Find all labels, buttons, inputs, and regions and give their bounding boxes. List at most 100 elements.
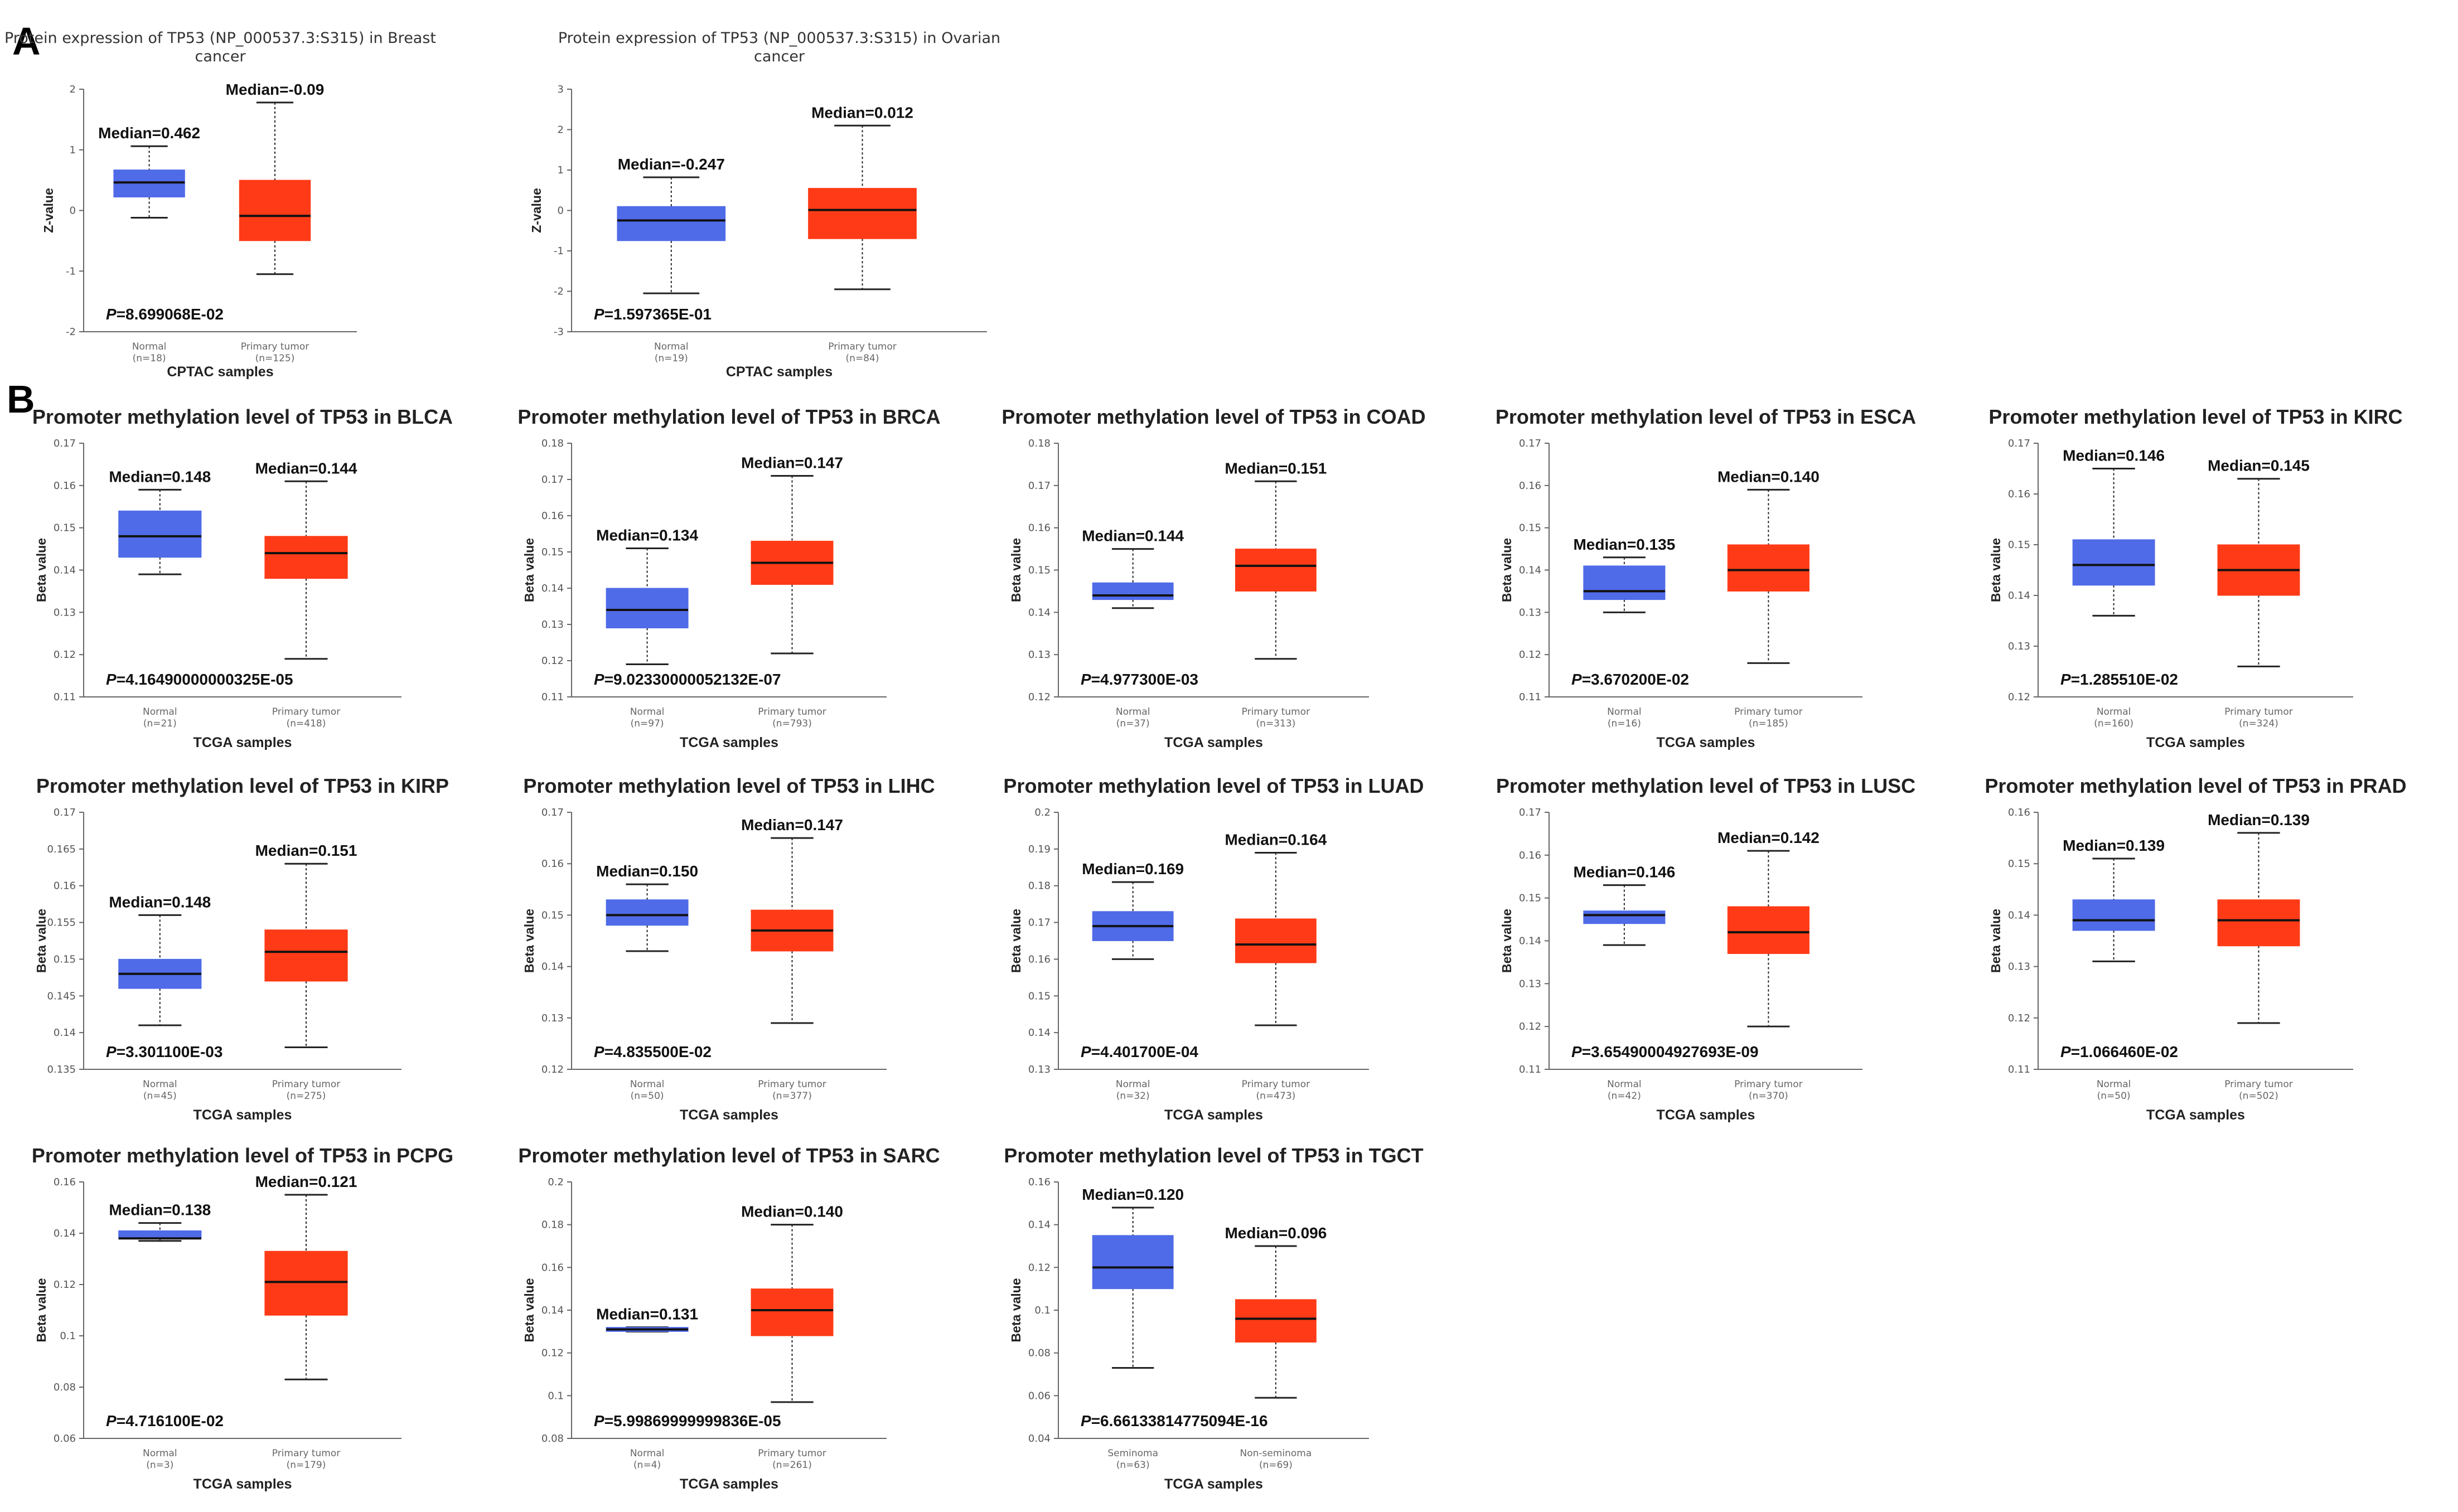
- y-tick-label: 0.13: [2008, 961, 2030, 973]
- category-count: (n=125): [255, 353, 295, 364]
- chart-9: Promoter methylation level of TP53 in LI…: [522, 774, 935, 1123]
- median-label: Median=0.144: [255, 459, 357, 477]
- x-axis-label: TCGA samples: [2146, 735, 2245, 750]
- median-label: Median=0.139: [2063, 837, 2165, 854]
- category-label: Normal: [654, 341, 689, 352]
- y-tick-label: -2: [554, 286, 564, 298]
- chart-15: Promoter methylation level of TP53 in TG…: [1004, 1144, 1423, 1492]
- y-tick-label: 0.14: [1028, 607, 1051, 618]
- box: [617, 206, 726, 241]
- chart-7: Promoter methylation level of TP53 in KI…: [1988, 405, 2403, 750]
- median-label: Median=0.146: [2063, 447, 2165, 464]
- p-value-label: P=3.301100E-03: [106, 1043, 222, 1060]
- box: [2072, 539, 2155, 586]
- median-label: Median=0.139: [2208, 811, 2310, 828]
- category-label: Normal: [1607, 706, 1642, 718]
- y-tick-label: 0.16: [54, 1176, 76, 1188]
- median-label: Median=-0.09: [226, 81, 325, 98]
- y-axis-label: Beta value: [1988, 909, 2003, 973]
- y-tick-label: 0.14: [1519, 936, 1541, 947]
- category-label: Normal: [1116, 706, 1150, 718]
- box: [606, 588, 689, 628]
- box: [264, 536, 348, 579]
- x-axis-label: TCGA samples: [1164, 735, 1263, 750]
- median-label: Median=0.140: [1717, 468, 1820, 485]
- y-tick-label: 0.12: [54, 1279, 76, 1291]
- y-tick-label: 0.135: [47, 1064, 76, 1075]
- series-normal: Median=0.138 Normal(n=3): [109, 1201, 211, 1471]
- series-tumor: Median=0.144 Primary tumor(n=418): [255, 459, 357, 729]
- median-label: Median=0.121: [255, 1173, 357, 1190]
- y-tick-label: 0.12: [2008, 691, 2030, 703]
- y-tick-label: 0.11: [2008, 1064, 2030, 1075]
- y-axis-label: Beta value: [1988, 538, 2003, 602]
- y-tick-label: 0.16: [2008, 488, 2030, 500]
- y-tick-label: 0.16: [54, 880, 76, 892]
- chart-11: Promoter methylation level of TP53 in LU…: [1496, 774, 1915, 1123]
- y-tick-label: 0.11: [1519, 691, 1541, 703]
- category-count: (n=377): [772, 1091, 812, 1102]
- y-tick-label: 0.1: [1034, 1305, 1051, 1316]
- series-tumor: Median=0.096 Non-seminoma(n=69): [1225, 1224, 1327, 1471]
- median-label: Median=0.147: [741, 454, 843, 472]
- chart-title: Protein expression of TP53 (NP_000537.3:…: [558, 30, 1000, 47]
- x-axis-label: TCGA samples: [1164, 1476, 1263, 1492]
- chart-title: Promoter methylation level of TP53 in BL…: [32, 405, 453, 428]
- y-tick-label: 0.16: [1519, 480, 1541, 492]
- category-count: (n=50): [2097, 1091, 2131, 1102]
- series-tumor: Median=-0.09 Primary tumor(n=125): [226, 81, 325, 364]
- y-tick-label: 0.14: [1028, 1027, 1051, 1039]
- category-label: Primary tumor: [828, 341, 897, 352]
- category-count: (n=63): [1116, 1460, 1150, 1471]
- series-tumor: Median=0.151 Primary tumor(n=313): [1225, 459, 1327, 729]
- median-label: Median=0.146: [1573, 864, 1675, 881]
- y-tick-label: 0.19: [1028, 844, 1051, 855]
- x-axis-label: TCGA samples: [193, 735, 292, 750]
- y-tick-label: 0.15: [1519, 522, 1541, 534]
- y-tick-label: 0.13: [54, 607, 76, 618]
- median-label: Median=0.145: [2208, 457, 2310, 474]
- y-tick-label: 0.14: [54, 1228, 76, 1239]
- chart-title-cont: cancer: [195, 48, 246, 65]
- chart-3: Promoter methylation level of TP53 in BL…: [32, 405, 453, 750]
- y-tick-label: 0.14: [2008, 909, 2030, 921]
- chart-4: Promoter methylation level of TP53 in BR…: [517, 405, 940, 750]
- box: [606, 899, 689, 926]
- series-normal: Median=0.120 Seminoma(n=63): [1082, 1186, 1184, 1471]
- y-tick-label: 0.16: [1519, 850, 1541, 861]
- x-axis-label: TCGA samples: [680, 1476, 778, 1492]
- chart-title: Promoter methylation level of TP53 in TG…: [1004, 1144, 1423, 1167]
- y-tick-label: -3: [554, 326, 564, 338]
- chart-10: Promoter methylation level of TP53 in LU…: [1003, 774, 1424, 1123]
- median-label: Median=0.148: [109, 468, 211, 485]
- y-tick-label: 1: [70, 144, 76, 156]
- y-tick-label: 0.14: [541, 583, 564, 594]
- box: [751, 1288, 834, 1336]
- x-axis-label: TCGA samples: [1657, 735, 1755, 750]
- median-label: Median=0.131: [596, 1306, 698, 1323]
- median-label: Median=0.147: [741, 816, 843, 833]
- y-axis-label: Beta value: [522, 538, 536, 602]
- chart-13: Promoter methylation level of TP53 in PC…: [32, 1144, 453, 1492]
- category-label: Normal: [143, 1448, 177, 1459]
- box: [118, 1230, 202, 1239]
- y-tick-label: 0: [70, 205, 76, 217]
- chart-title: Promoter methylation level of TP53 in ES…: [1496, 405, 1916, 428]
- category-count: (n=275): [287, 1091, 326, 1102]
- p-value-label: P=8.699068E-02: [106, 306, 224, 323]
- y-tick-label: 0.12: [2008, 1012, 2030, 1024]
- category-label: Primary tumor: [758, 706, 826, 718]
- category-count: (n=32): [1116, 1091, 1150, 1102]
- y-axis-label: Beta value: [522, 909, 536, 973]
- y-tick-label: 0.08: [54, 1382, 76, 1393]
- box: [264, 1251, 348, 1316]
- category-label: Primary tumor: [272, 706, 341, 718]
- y-tick-label: 0.16: [1028, 522, 1051, 534]
- box: [264, 929, 348, 982]
- category-label: Normal: [630, 706, 665, 718]
- box: [1235, 1299, 1317, 1343]
- category-label: Primary tumor: [1242, 706, 1310, 718]
- series-tumor: Median=0.147 Primary tumor(n=377): [741, 816, 843, 1102]
- y-tick-label: 0.15: [541, 546, 564, 558]
- x-axis-label: TCGA samples: [680, 1107, 778, 1123]
